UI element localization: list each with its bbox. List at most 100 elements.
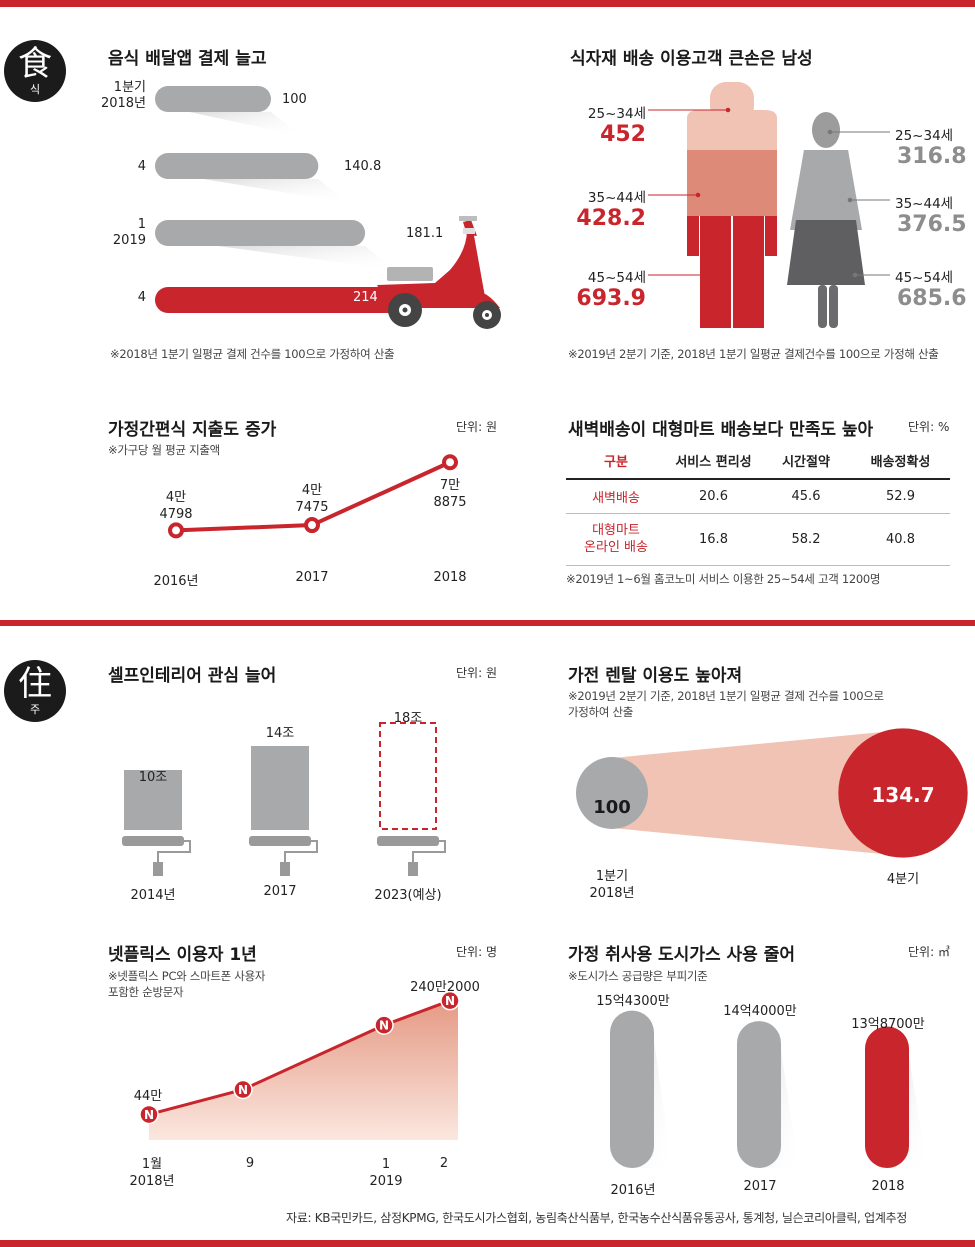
dawn-title: 새벽배송이 대형마트 배송보다 만족도 높아	[568, 420, 874, 440]
hmr-value-2-line1: 4만	[301, 483, 323, 498]
interior-value-1: 10조	[138, 770, 168, 785]
rental-start-label-line1: 1분기	[595, 869, 629, 884]
rental-end-circle	[838, 728, 968, 858]
hmr-chart	[168, 454, 458, 539]
housing-hangul: 주	[29, 703, 41, 716]
rental-start-circle	[576, 757, 648, 829]
delivery-bar-4	[155, 287, 404, 313]
roller-drum	[122, 836, 184, 846]
interior-year-2: 2017	[263, 884, 297, 899]
dawn-row-2-cell-1: 16.8	[666, 513, 761, 566]
gas-title: 가정 취사용 도시가스 사용 줄어	[568, 945, 795, 965]
delivery-value-2: 140.8	[344, 159, 382, 174]
roller-handle	[284, 840, 318, 864]
netflix-point-4	[440, 990, 460, 1011]
interior-value-3: 18조	[393, 711, 423, 726]
roller-handle	[412, 840, 446, 864]
bottom-rule	[0, 1240, 975, 1247]
rental-end-value: 134.7	[871, 783, 935, 807]
hmr-value-2: 4만 7475	[282, 482, 342, 516]
gas-year-3: 2018	[871, 1179, 905, 1194]
male-value-1: 452	[600, 122, 646, 147]
gas-value-1: 15억4300만	[596, 994, 670, 1009]
netflix-marker-4: N	[445, 994, 455, 1008]
roller-grip	[280, 862, 290, 876]
interior-chart	[122, 722, 446, 876]
female-age-2: 35~44세	[895, 196, 954, 212]
interior-value-2: 14조	[265, 726, 295, 741]
hmr-note: ※가구당 월 평균 지출액	[108, 443, 220, 457]
netflix-title: 넷플릭스 이용자 1년	[108, 945, 257, 965]
netflix-point-1	[139, 1104, 159, 1125]
netflix-x-3-line2: 2019	[369, 1174, 403, 1189]
male-value-3: 693.9	[576, 286, 646, 311]
female-leader-lines	[827, 129, 890, 278]
hmr-value-3-line1: 7만	[439, 478, 461, 493]
female-age-3: 45~54세	[895, 270, 954, 286]
delivery-bar-3	[155, 220, 366, 246]
scooter-illustration	[377, 216, 501, 329]
dawn-unit: 단위: %	[908, 420, 950, 434]
delivery-cat-3-line2: 2019	[112, 233, 146, 248]
interior-unit: 단위: 원	[456, 666, 497, 680]
hmr-value-1-line2: 4798	[159, 507, 193, 522]
delivery-cat-4: 4	[137, 290, 146, 305]
groceries-note: ※2019년 2분기 기준, 2018년 1분기 일평균 결제건수를 100으로…	[568, 347, 939, 361]
interior-bar-3	[379, 722, 437, 830]
dawn-header-3: 배송정확성	[851, 442, 950, 480]
top-rule	[0, 0, 975, 7]
delivery-value-1: 100	[282, 92, 307, 107]
hmr-point-2	[304, 517, 320, 534]
hmr-year-3: 2018	[433, 570, 467, 585]
netflix-series-line	[148, 999, 451, 1116]
male-age-1: 25~34세	[587, 106, 646, 122]
roller-grip	[153, 862, 163, 876]
interior-title: 셀프인테리어 관심 늘어	[108, 666, 277, 686]
female-age-1: 25~34세	[895, 128, 954, 144]
delivery-cat-1: 1분기 2018년	[96, 80, 146, 112]
roller-grip	[408, 862, 418, 876]
male-figure	[687, 82, 777, 328]
dawn-table: 구분 서비스 편리성 시간절약 배송정확성 새벽배송 20.6 45.6 52.…	[566, 442, 950, 566]
gas-value-2: 14억4000만	[723, 1004, 797, 1019]
delivery-cat-1-line2: 2018년	[100, 96, 146, 111]
netflix-note-line1: ※넷플릭스 PC와 스마트폰 사용자	[108, 969, 266, 983]
hmr-value-2-line2: 7475	[295, 500, 329, 515]
groceries-title: 식자재 배송 이용고객 큰손은 남성	[570, 49, 813, 69]
female-value-3: 685.6	[897, 286, 967, 311]
food-section-badge: 食 식	[4, 40, 66, 102]
netflix-note-line2: 포함한 순방문자	[108, 985, 184, 999]
delivery-value-3: 181.1	[406, 226, 444, 241]
rental-start-label: 1분기 2018년	[572, 868, 652, 902]
netflix-marker-1: N	[144, 1108, 154, 1122]
netflix-x-2: 9	[245, 1156, 255, 1171]
dawn-header-0: 구분	[566, 442, 666, 480]
dawn-header-1: 서비스 편리성	[666, 442, 761, 480]
netflix-first-label: 44만	[133, 1089, 163, 1104]
table-row: 새벽배송 20.6 45.6 52.9	[566, 479, 950, 514]
netflix-area-fill	[149, 1000, 458, 1140]
gas-bar-1	[610, 1010, 654, 1168]
dawn-row-2-label-line1: 대형마트	[592, 523, 640, 538]
gas-bar-2	[737, 1021, 781, 1168]
delivery-cat-2: 4	[137, 159, 146, 174]
delivery-note: ※2018년 1분기 일평균 결제 건수를 100으로 가정하여 산출	[110, 347, 395, 361]
delivery-cat-1-line1: 1분기	[113, 80, 146, 95]
food-hanja: 食	[18, 44, 52, 84]
hmr-year-2: 2017	[295, 570, 329, 585]
housing-section-badge: 住 주	[4, 660, 66, 722]
delivery-cat-3: 1 2019	[96, 217, 146, 249]
dawn-row-1-cell-2: 45.6	[761, 479, 851, 514]
netflix-x-3-line1: 1	[381, 1157, 391, 1172]
gas-chart	[610, 1010, 927, 1168]
hmr-value-3: 7만 8875	[420, 477, 480, 511]
delivery-bar-2	[155, 153, 319, 179]
netflix-note: ※넷플릭스 PC와 스마트폰 사용자 포함한 순방문자	[108, 968, 265, 1000]
gas-note: ※도시가스 공급량은 부피기준	[568, 969, 708, 983]
female-figure	[787, 112, 865, 328]
netflix-point-3	[374, 1015, 394, 1035]
delivery-value-4: 214	[353, 290, 378, 305]
table-row: 대형마트 온라인 배송 16.8 58.2 40.8	[566, 513, 950, 566]
rental-start-label-line2: 2018년	[589, 886, 635, 901]
male-leader-lines	[648, 107, 731, 278]
